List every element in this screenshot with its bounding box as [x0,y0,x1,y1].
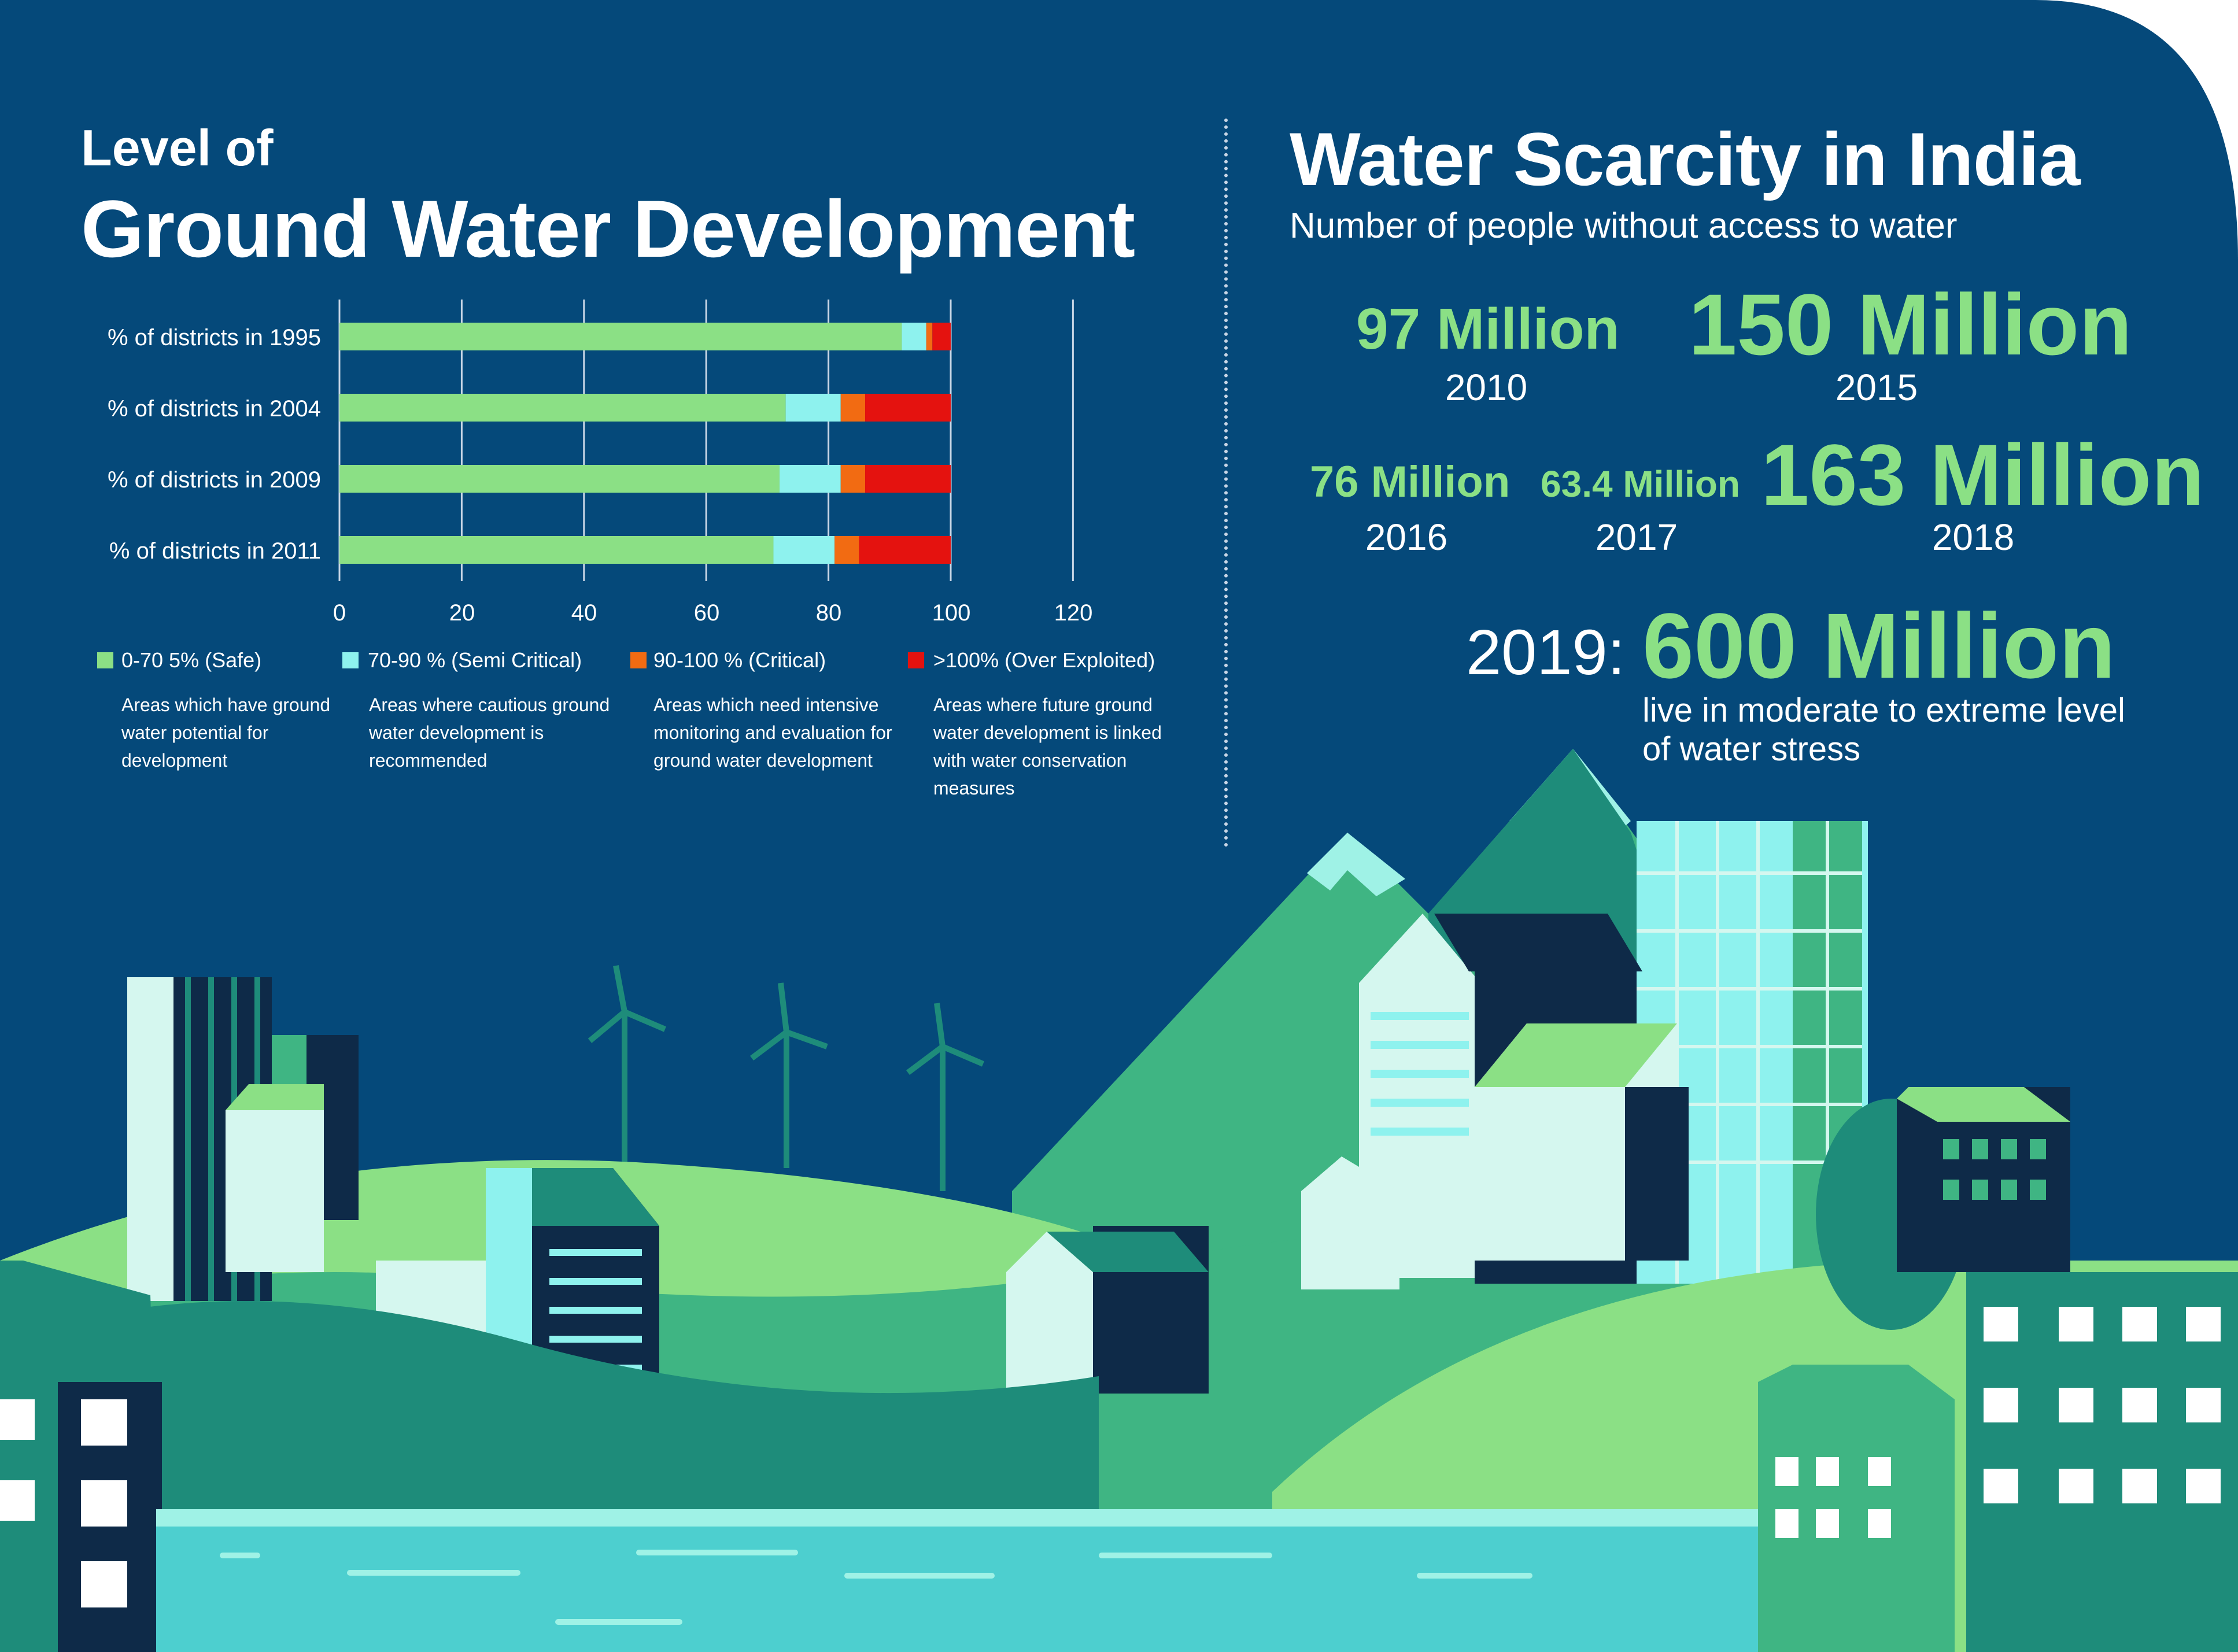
x-tick-0: 0 [333,600,346,626]
legend-desc-safe: Areas which have ground water potential … [121,694,331,771]
bar-over-exploited-0 [932,323,951,350]
legend-desc-over-exploited: Areas where future ground water developm… [933,694,1162,799]
bar-safe-2 [339,465,780,493]
bar-semi-critical-0 [902,323,926,350]
stat-year-2015: 2015 [1835,367,1918,408]
bar-critical-2 [840,465,866,493]
bar-semi-critical-2 [780,465,841,493]
legend-swatch-safe [97,652,113,668]
legend-label-safe: 0-70 5% (Safe) [121,648,262,672]
x-tick-40: 40 [571,600,597,626]
bar-safe-0 [339,323,902,350]
bar-semi-critical-1 [785,394,841,422]
stat-value-2016: 76 Million [1310,457,1511,507]
city-landscape-illustration [0,749,2238,1652]
x-tick-20: 20 [449,600,475,626]
bar-over-exploited-3 [859,536,951,564]
stat-value-2010: 97 Million [1356,297,1620,361]
stat-year-2018: 2018 [1932,516,2015,558]
bar-critical-1 [840,394,866,422]
bar-critical-3 [834,536,859,564]
category-label-2009: % of districts in 2009 [107,467,321,493]
legend-label-semi-critical: 70-90 % (Semi Critical) [368,648,582,672]
section-divider [1224,119,1228,847]
stat-year-2016: 2016 [1365,516,1448,558]
bar-over-exploited-2 [865,465,951,493]
legend-swatch-critical [630,652,647,668]
x-tick-120: 120 [1054,600,1093,626]
stat-value-2017: 63.4 Million [1541,463,1740,505]
legend-label-over-exploited: >100% (Over Exploited) [933,648,1155,672]
stat-year-2010: 2010 [1445,367,1528,408]
stat-year-2017: 2017 [1595,516,1678,558]
highlight-year-label: 2019: [1466,617,1626,688]
legend-swatch-semi-critical [342,652,359,668]
highlight-caption-line2: of water stress [1642,730,1861,768]
legend-label-critical: 90-100 % (Critical) [653,648,826,672]
bar-safe-1 [339,394,786,422]
x-tick-60: 60 [693,600,720,626]
chart-title-line1: Level of [81,119,274,176]
stat-value-2018: 163 Million [1761,426,2204,523]
stat-value-2015: 150 Million [1689,276,2132,373]
category-label-2011: % of districts in 2011 [109,538,321,564]
legend-desc-semi-critical: Areas where cautious ground water develo… [369,694,610,771]
category-label-1995: % of districts in 1995 [107,325,321,350]
x-tick-80: 80 [815,600,842,626]
chart-title-line2: Ground Water Development [81,183,1135,274]
x-tick-100: 100 [932,600,971,626]
bar-semi-critical-3 [773,536,835,564]
highlight-value: 600 Million [1642,594,2115,697]
legend-swatch-over-exploited [908,652,924,668]
legend-desc-critical: Areas which need intensive monitoring an… [653,694,892,771]
bar-over-exploited-1 [865,394,951,422]
wind-turbine-icon [588,965,984,1191]
bar-critical-0 [926,323,933,350]
bar-safe-3 [339,536,774,564]
water-scarcity-subtitle: Number of people without access to water [1290,206,1958,246]
highlight-caption-line1: live in moderate to extreme level [1642,692,2125,729]
water-scarcity-title: Water Scarcity in India [1290,117,2081,201]
category-label-2004: % of districts in 2004 [107,396,321,422]
ground-water-bar-chart [338,300,1074,581]
